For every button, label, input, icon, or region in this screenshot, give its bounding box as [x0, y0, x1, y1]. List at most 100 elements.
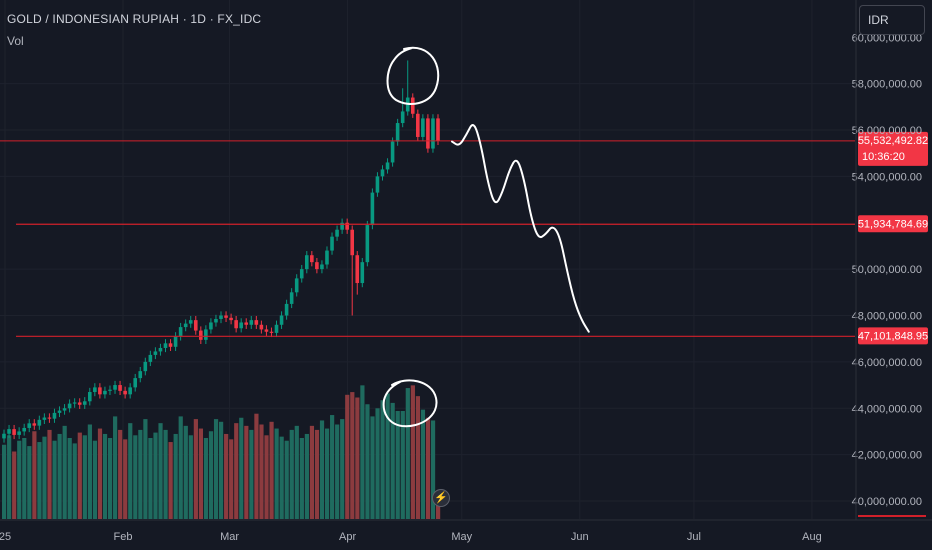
- time-tick-label: Feb: [114, 531, 133, 543]
- candle-body: [289, 292, 294, 304]
- candle-body: [355, 255, 360, 284]
- volume-bar: [360, 385, 365, 519]
- candle-body: [98, 387, 102, 395]
- level-price-tag: [858, 327, 928, 345]
- candle-body: [168, 343, 173, 347]
- candle-body: [244, 322, 249, 325]
- candle-body: [123, 390, 127, 395]
- time-axis: 25 Feb Mar Apr May Jun Jul Aug: [0, 519, 932, 543]
- candle-body: [12, 429, 16, 435]
- level-price-label: 51,934,784.69: [858, 218, 928, 230]
- candle-body: [380, 169, 385, 177]
- candle-body: [234, 320, 238, 329]
- volume-bar: [143, 419, 148, 519]
- volume-bar: [370, 416, 375, 519]
- volume-bar: [309, 425, 315, 519]
- volume-peak-circle: [382, 379, 438, 428]
- candle-body: [421, 118, 425, 137]
- candle-body: [87, 392, 92, 402]
- candle-body: [7, 429, 11, 434]
- candle-body: [188, 320, 193, 324]
- volume-bar: [319, 420, 325, 519]
- volume-bar: [72, 443, 77, 519]
- volume-bar: [97, 428, 103, 519]
- candle-body: [269, 331, 274, 333]
- candle-body: [37, 419, 42, 426]
- candle-body: [264, 329, 269, 332]
- volume-bar: [158, 423, 163, 519]
- candle-body: [219, 315, 223, 319]
- volume-bar: [128, 423, 133, 519]
- candle-body: [27, 423, 32, 428]
- volume-bar: [355, 397, 360, 519]
- volume-bar: [188, 435, 193, 519]
- volume-bar: [22, 438, 27, 519]
- volume-bar: [269, 421, 274, 519]
- volume-bar: [249, 429, 254, 519]
- candle-body: [229, 317, 233, 321]
- lightning-icon[interactable]: ⚡: [432, 489, 450, 507]
- candle-body: [325, 250, 329, 265]
- volume-bars: [2, 385, 441, 519]
- volume-bar: [324, 428, 330, 519]
- volume-bar: [330, 415, 335, 519]
- candle-body: [82, 401, 87, 405]
- volume-bar: [82, 435, 87, 519]
- volume-bar: [299, 438, 304, 519]
- volume-bar: [87, 424, 92, 519]
- price-tick-label: 46,000,000.00: [852, 357, 922, 369]
- candle-body: [57, 410, 62, 413]
- price-tick-label: 42,000,000.00: [852, 450, 922, 462]
- volume-bar: [390, 402, 395, 519]
- candle-body: [436, 118, 440, 141]
- candle-body: [183, 323, 188, 328]
- volume-bar: [274, 428, 279, 519]
- volume-bar: [380, 400, 385, 519]
- candle-body: [17, 431, 21, 435]
- candle-body: [410, 97, 415, 114]
- price-tick-label: 50,000,000.00: [852, 264, 922, 276]
- candle-body: [52, 412, 57, 419]
- level-price-tag: [858, 215, 928, 233]
- volume-bar: [279, 436, 284, 519]
- volume-bar: [400, 411, 405, 519]
- volume-bar: [294, 425, 299, 519]
- volume-bar: [178, 416, 183, 519]
- volume-bar: [37, 442, 42, 519]
- candle-body: [370, 192, 375, 226]
- volume-bar: [118, 429, 123, 519]
- candle-body: [133, 378, 138, 388]
- candle-body: [193, 320, 198, 331]
- price-tick-label: 54,000,000.00: [852, 171, 922, 183]
- candle-body: [163, 343, 168, 348]
- volume-bar: [244, 425, 249, 519]
- volume-bar: [153, 432, 158, 519]
- currency-button[interactable]: IDR: [859, 5, 925, 35]
- candle-body: [47, 417, 52, 419]
- candle-body: [138, 371, 143, 379]
- candle-body: [178, 327, 183, 337]
- volume-bar: [7, 435, 12, 519]
- price-tick-label: 58,000,000.00: [852, 79, 922, 91]
- candle-body: [360, 262, 365, 284]
- candle-body: [330, 236, 334, 251]
- volume-bar: [133, 435, 138, 519]
- price-tick-label: 60,000,000.00: [852, 32, 922, 44]
- candle-body: [2, 433, 6, 439]
- candle-body: [385, 162, 390, 170]
- candle-body: [320, 264, 324, 270]
- level-price-tag: [858, 131, 928, 166]
- candle-body: [173, 336, 178, 347]
- volume-label: Vol: [7, 34, 24, 48]
- candle-body: [310, 255, 314, 263]
- volume-bar: [92, 440, 98, 519]
- volume-bar: [340, 419, 345, 519]
- volume-bar: [410, 385, 415, 519]
- candle-body: [299, 269, 304, 279]
- volume-bar: [193, 419, 198, 519]
- countdown-label: 10:36:20: [862, 151, 905, 163]
- volume-bar: [420, 409, 426, 519]
- candle-body: [239, 322, 243, 329]
- candle-body: [400, 111, 405, 124]
